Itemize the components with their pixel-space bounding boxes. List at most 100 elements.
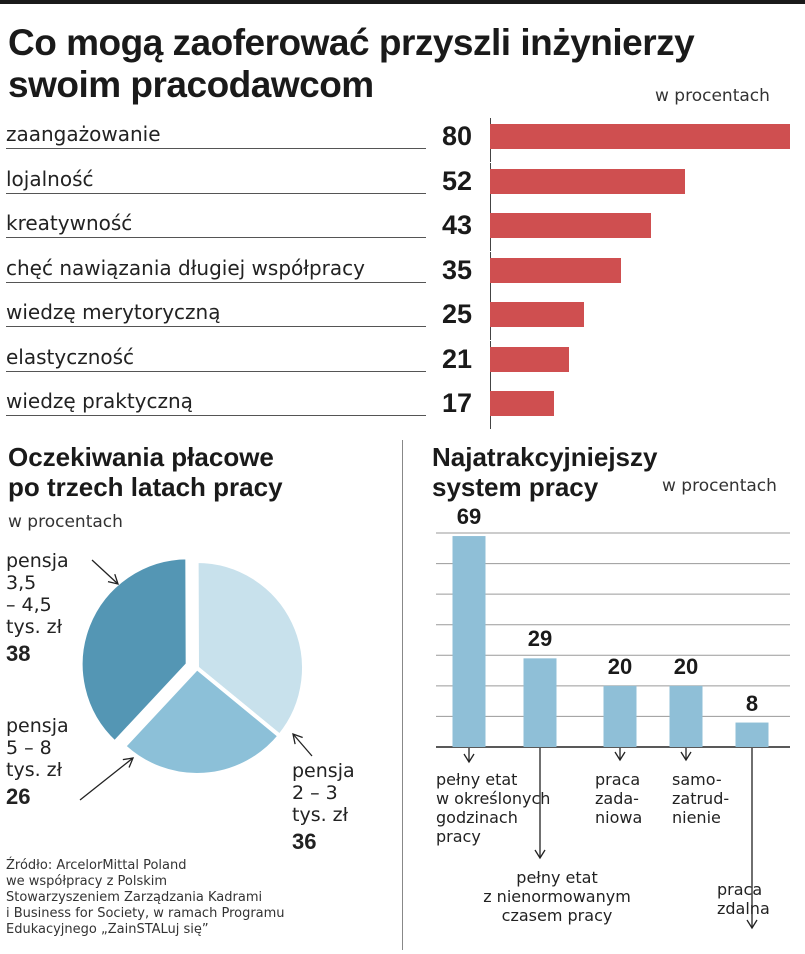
vbar-category-label-line: z nienormowanym: [483, 887, 631, 906]
pie-label-slice-2-line-3: tys. zł: [292, 804, 349, 826]
vbar-chart-title: Najatrakcyjniejszy system pracy: [432, 442, 657, 502]
pie-label-slice-1-line-4: tys. zł: [6, 616, 63, 638]
pie-pointer-arrowhead: [122, 757, 135, 768]
hbar-leader-line: [6, 148, 426, 149]
pie-pointer-arrowhead: [107, 574, 119, 585]
hbar-leader-line: [6, 192, 426, 194]
source-line-3: Stowarzyszeniem Zarządzania Kadrami: [6, 890, 263, 905]
source-line-2: we współpracy z Polskim: [6, 874, 168, 889]
vbar-category-label: pełny etat w określonych godzinach pracy: [436, 770, 550, 846]
pie-pointer-line: [79, 757, 134, 801]
hbar-row: zaangażowanie 80: [0, 118, 805, 162]
vbar-pointer-arrowhead: [463, 753, 475, 764]
hbar-bar: [490, 391, 554, 416]
vbar-value-label: 29: [527, 626, 553, 652]
vbar-category-label: samo-zatrud-nienie: [672, 770, 729, 827]
top-rule: [0, 0, 805, 4]
pie-label-slice-1: pensja 3,5 – 4,5 tys. zł 38: [6, 550, 69, 668]
pie-title-line-1: Oczekiwania płacowe: [8, 442, 274, 472]
pie-title-line-2: po trzech latach pracy: [8, 472, 283, 502]
vbar-category-label-line: praca: [595, 770, 641, 789]
unit-label-pie: w procentach: [8, 512, 123, 532]
vbar-value-label: 69: [456, 504, 482, 530]
hbar-leader-line: [6, 326, 426, 327]
vbar-category-label-line: nienie: [672, 808, 721, 827]
section-divider: [402, 440, 403, 950]
vbar-bar: [735, 722, 769, 747]
hbar-category-label: zaangażowanie: [6, 122, 163, 146]
vbar-category-label-line: zada-: [595, 789, 639, 808]
hbar-row: lojalność 52: [0, 162, 805, 207]
hbar-leader-line: [6, 415, 426, 416]
pie-chart-title: Oczekiwania płacowe po trzech latach pra…: [8, 442, 283, 502]
vbar-pointer-arrowhead: [534, 849, 546, 860]
unit-label-vbar: w procentach: [662, 476, 777, 496]
hbar-category-label: elastyczność: [6, 344, 137, 369]
vbar-pointer-arrowhead: [746, 919, 758, 930]
hbar-leader-line: [6, 370, 426, 372]
hbar-value-label: 21: [441, 343, 472, 374]
pie-label-slice-2-line-2: 2 – 3: [292, 782, 338, 804]
pie-label-slice-1-line-1: pensja: [6, 550, 69, 572]
hbar-row: wiedzę praktyczną 17: [0, 385, 805, 429]
vbar-category-label-line: w określonych: [436, 789, 551, 808]
source-line-4: i Business for Society, w ramach Program…: [6, 906, 285, 921]
hbar-value-label: 17: [441, 388, 472, 418]
pie-label-slice-2-line-1: pensja: [292, 760, 355, 782]
vbar-bar: [669, 685, 703, 747]
vbar-bar: [603, 685, 637, 747]
hbar-bar: [490, 346, 569, 372]
pie-label-slice-3-line-3: tys. zł: [6, 759, 63, 781]
pie-slice: [78, 555, 190, 746]
pie-label-slice-3-line-2: 5 – 8: [6, 737, 52, 759]
pie-label-slice-1-line-3: – 4,5: [6, 594, 52, 616]
vbar-category-label-line: godzinach: [436, 808, 518, 827]
hbar-bar: [490, 168, 685, 194]
vbar-category-label-line: niowa: [595, 808, 643, 827]
unit-label-top: w procentach: [655, 86, 770, 106]
hbar-value-label: 35: [441, 254, 472, 285]
source-line-5: Edukacyjnego „ZainSTALuj się”: [6, 922, 209, 937]
source-note: Źródło: ArcelorMittal Poland we współpra…: [6, 858, 396, 938]
vbar-category-label-line: pełny etat: [436, 770, 518, 789]
vbar-title-line-1: Najatrakcyjniejszy: [432, 442, 658, 472]
vbar-category-label: pełny etat z nienormowanym czasem pracy: [482, 868, 632, 925]
pie-label-slice-2: pensja 2 – 3 tys. zł 36: [292, 760, 355, 856]
vbar-value-label: 8: [745, 690, 759, 716]
hbar-bar: [490, 124, 790, 149]
hbar-value-label: 25: [441, 299, 472, 329]
hbar-row: kreatywność 43: [0, 207, 805, 251]
chart-title: Co mogą zaoferować przyszli inżynierzy s…: [8, 22, 728, 106]
pie-label-slice-3-line-1: pensja: [6, 715, 69, 737]
hbar-leader-line: [6, 237, 426, 238]
hbar-value-label: 80: [441, 121, 472, 151]
vbar-category-label: praca zada-niowa: [595, 770, 642, 827]
vbar-value-label: 20: [607, 653, 633, 679]
pie-slice: [121, 665, 283, 777]
hbar-value-label: 43: [441, 210, 472, 240]
hbar-category-label: lojalność: [6, 166, 96, 191]
pie-pointer-line: [292, 733, 313, 757]
pie-value-slice-3: 26: [6, 784, 31, 809]
pie-value-slice-2: 36: [292, 829, 317, 854]
pie-pointer-arrowhead: [292, 732, 303, 745]
vbar-pointer-arrowhead: [680, 751, 692, 762]
vbar-bar: [523, 658, 557, 747]
hbar-bar: [490, 213, 652, 238]
hbar-row: elastyczność 21: [0, 340, 805, 385]
title-line-2: swoim pracodawcom: [8, 64, 374, 105]
vbar-category-label-line: zatrud-: [672, 789, 730, 808]
pie-pointer-line: [91, 559, 119, 585]
vbar-category-label-line: pracy: [436, 827, 481, 846]
hbar-value-label: 52: [441, 165, 472, 196]
hbar-category-label: chęć nawiązania długiej współpracy: [6, 255, 367, 280]
vbar-category-label-line: zdalna: [717, 899, 770, 918]
vbar-category-label: praca zdalna: [717, 880, 770, 918]
pie-label-slice-1-line-2: 3,5: [6, 572, 37, 594]
vbar-bar: [452, 536, 486, 747]
hbar-category-label: wiedzę praktyczną: [6, 389, 195, 413]
hbar-bar: [490, 257, 622, 283]
pie-label-slice-3: pensja 5 – 8 tys. zł 26: [6, 715, 69, 811]
vbar-category-label-line: czasem pracy: [501, 906, 613, 925]
